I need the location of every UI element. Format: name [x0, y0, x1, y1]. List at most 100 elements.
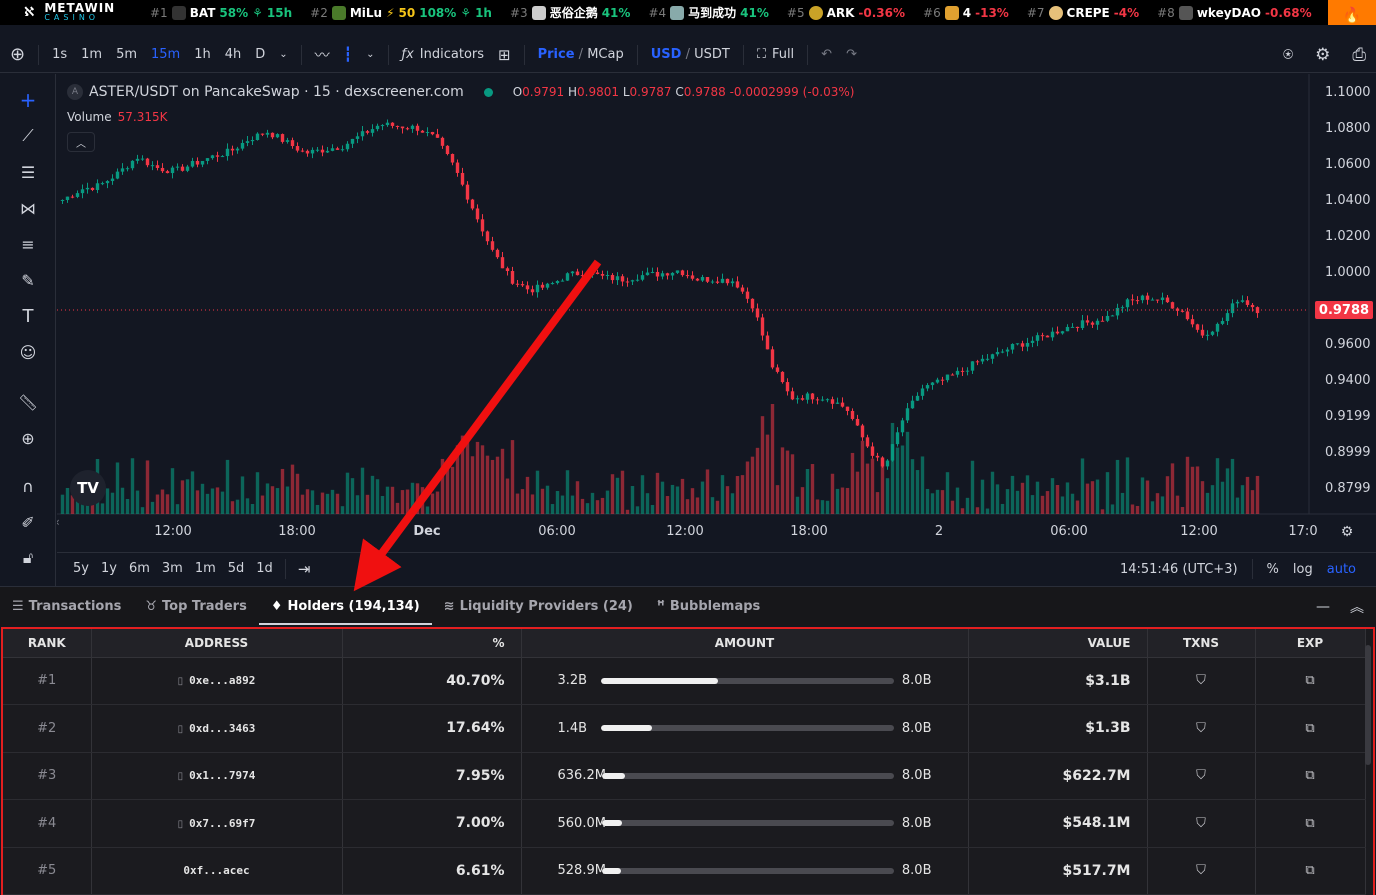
col-address[interactable]: ADDRESS [91, 629, 343, 658]
tab-holders[interactable]: ♦ Holders (194,134) [258, 587, 432, 627]
tab-bubblemaps[interactable]: ꟸ Bubblemaps [645, 587, 772, 627]
emoji-icon[interactable]: ☺ [19, 342, 37, 362]
minimize-icon[interactable]: — [1316, 599, 1330, 615]
ticker-item-5[interactable]: #5 ARK -0.36% [787, 5, 905, 20]
text-icon[interactable]: T [22, 305, 34, 327]
chevron-down-icon[interactable]: ⌄ [279, 49, 288, 60]
brush-icon[interactable]: ✎ [21, 270, 35, 290]
col-txns[interactable]: TXNS [1147, 629, 1256, 658]
range-6m[interactable]: 6m [128, 561, 150, 576]
fib-icon[interactable]: ≡ [21, 234, 35, 254]
range-5y[interactable]: 5y [73, 561, 89, 576]
table-row[interactable]: #5 0xf...acec 6.61% 528.9M 8.0B $517.7M ⛉ ⧉ [3, 847, 1366, 895]
ticker-item-3[interactable]: #3 恶俗企鹅 41% [510, 4, 630, 21]
filter-icon[interactable]: ⛉ [1196, 815, 1206, 831]
col-value[interactable]: VALUE [968, 629, 1148, 658]
col-percent[interactable]: % [342, 629, 522, 658]
range-5d[interactable]: 5d [227, 561, 245, 576]
filter-icon[interactable]: ⛉ [1196, 720, 1206, 736]
ticker-item-7[interactable]: #7 CREPE -4% [1027, 5, 1139, 20]
range-1y[interactable]: 1y [100, 561, 117, 576]
tab-liquidity-providers[interactable]: ≋ Liquidity Providers (24) [432, 587, 645, 627]
magnet-icon[interactable]: ∩ [22, 476, 34, 496]
gear-icon[interactable]: ⚙ [1315, 44, 1331, 65]
address-cell[interactable]: ▯ 0xd...3463 [91, 704, 343, 753]
address-cell[interactable]: ▯ 0xe...a892 [91, 657, 343, 705]
external-link-icon[interactable]: ⧉ [1305, 768, 1315, 784]
interval-1h[interactable]: 1h [194, 47, 211, 62]
tab-top-traders[interactable]: ♉︎ Top Traders [133, 587, 258, 627]
quick-search-icon[interactable]: ⍟ [1282, 44, 1294, 65]
lock-icon[interactable]: 🔓︎ [22, 548, 34, 567]
percent-scale-button[interactable]: % [1266, 561, 1279, 577]
fire-button[interactable]: 🔥 [1328, 0, 1376, 25]
range-1d[interactable]: 1d [256, 561, 273, 576]
table-row[interactable]: #2 ▯ 0xd...3463 17.64% 1.4B 8.0B $1.3B ⛉ ⧉ [3, 704, 1366, 753]
interval-d[interactable]: D [255, 47, 266, 62]
external-link-icon[interactable]: ⧉ [1305, 815, 1315, 831]
horizontal-lines-icon[interactable]: ☰ [20, 162, 36, 182]
expand-up-icon[interactable]: ︽ [1350, 600, 1364, 616]
chart-style-candles-icon[interactable]: ┇ [343, 46, 353, 63]
table-scrollbar[interactable] [1365, 645, 1371, 765]
go-to-date-icon[interactable]: ⇥ [297, 559, 311, 578]
interval-5m[interactable]: 5m [116, 47, 138, 62]
price-chart[interactable]: 1.1000 1.0800 1.0600 1.0400 1.0200 1.0000 0.98… [57, 74, 1376, 586]
pattern-icon[interactable]: ⋈ [20, 198, 36, 218]
ticker-item-2[interactable]: #2 MiLu ⚡ 50 108% ⚘ 1h [310, 5, 492, 20]
address-text[interactable]: 0xd...3463 [189, 721, 256, 735]
interval-4h[interactable]: 4h [224, 47, 242, 62]
camera-icon[interactable]: ⎙ [1352, 44, 1366, 65]
col-exp[interactable]: EXP [1255, 629, 1366, 658]
collapse-legend-button[interactable]: ︿ [67, 132, 95, 152]
fullscreen-button[interactable]: ⛶ Full [750, 47, 801, 62]
chevron-left-icon[interactable]: ‹ [57, 515, 60, 529]
log-scale-button[interactable]: log [1292, 561, 1313, 577]
axis-settings-icon[interactable]: ⚙ [1341, 524, 1354, 540]
external-link-icon[interactable]: ⧉ [1305, 863, 1315, 879]
address-text[interactable]: 0x1...7974 [189, 769, 256, 783]
zoom-in-icon[interactable]: ⊕ [21, 428, 35, 448]
address-text[interactable]: 0xf...acec [183, 864, 250, 878]
external-link-icon[interactable]: ⧉ [1305, 673, 1315, 689]
ruler-icon[interactable]: 📏︎ [17, 392, 39, 412]
filter-icon[interactable]: ⛉ [1196, 863, 1206, 879]
layout-grid-icon[interactable]: ⊞ [498, 45, 511, 64]
address-text[interactable]: 0xe...a892 [189, 674, 256, 688]
chart-style-line-icon[interactable]: 〰 [314, 46, 330, 64]
interval-1s[interactable]: 1s [52, 47, 68, 62]
table-row[interactable]: #1 ▯ 0xe...a892 40.70% 3.2B 8.0B $3.1B ⛉ ⧉ [3, 657, 1366, 705]
ticker-item-1[interactable]: #1 BAT 58% ⚘ 15h [150, 5, 292, 20]
redo-icon[interactable]: ↷ [846, 47, 857, 62]
currency-toggle[interactable]: USD / USDT [650, 47, 730, 62]
filter-icon[interactable]: ⛉ [1196, 673, 1206, 689]
add-symbol-icon[interactable]: ⊕ [10, 44, 26, 65]
price-mcap-toggle[interactable]: Price / MCap [537, 47, 624, 62]
col-rank[interactable]: RANK [3, 629, 92, 658]
interval-1m[interactable]: 1m [81, 47, 103, 62]
trend-line-icon[interactable]: ⟋ [22, 126, 34, 145]
chevron-down-icon[interactable]: ⌄ [366, 49, 375, 60]
address-cell[interactable]: ▯ 0x1...7974 [91, 752, 343, 800]
range-3m[interactable]: 3m [161, 561, 183, 576]
address-text[interactable]: 0x7...69f7 [189, 816, 256, 830]
external-link-icon[interactable]: ⧉ [1305, 720, 1315, 736]
table-row[interactable]: #3 ▯ 0x1...7974 7.95% 636.2M 8.0B $622.7M ⛉ ⧉ [3, 752, 1366, 800]
tab-transactions[interactable]: ☰ Transactions [0, 587, 133, 627]
auto-scale-button[interactable]: auto [1326, 561, 1356, 577]
col-amount[interactable]: AMOUNT [521, 629, 969, 658]
range-1m[interactable]: 1m [194, 561, 216, 576]
metawin-logo[interactable]: ℵ METAWIN CASINO [0, 0, 150, 25]
lock-draw-icon[interactable]: ✐ [21, 512, 35, 532]
table-row[interactable]: #4 ▯ 0x7...69f7 7.00% 560.0M 8.0B $548.1M ⛉ ⧉ [3, 799, 1366, 848]
address-cell[interactable]: 0xf...acec [91, 847, 343, 895]
filter-icon[interactable]: ⛉ [1196, 768, 1206, 784]
indicators-button[interactable]: ƒx Indicators [395, 47, 492, 62]
ticker-item-8[interactable]: #8 wkeyDAO -0.68% [1157, 5, 1312, 20]
undo-icon[interactable]: ↶ [821, 47, 833, 62]
ticker-item-6[interactable]: #6 4 -13% [923, 5, 1009, 20]
ticker-item-4[interactable]: #4 马到成功 41% [648, 4, 769, 21]
interval-15m[interactable]: 15m [151, 47, 181, 62]
crosshair-icon[interactable]: + [19, 88, 37, 112]
address-cell[interactable]: ▯ 0x7...69f7 [91, 799, 343, 848]
